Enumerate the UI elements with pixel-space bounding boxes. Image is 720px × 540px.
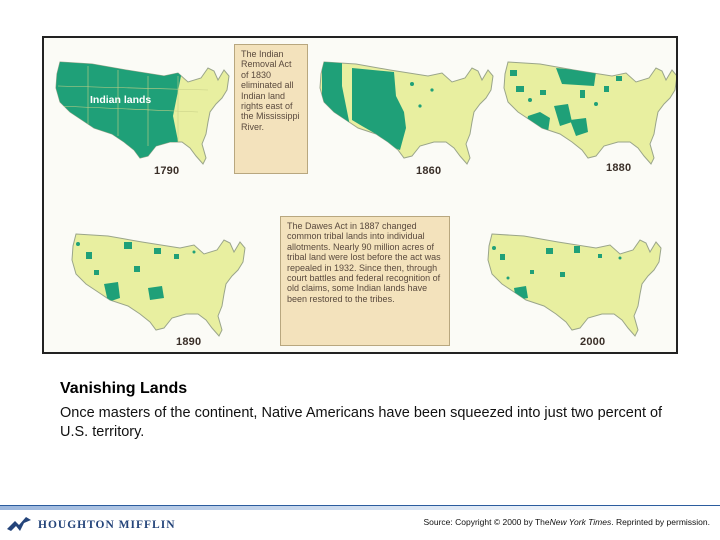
year-1890: 1890 <box>176 336 202 348</box>
caption-title: Vanishing Lands <box>60 380 188 397</box>
year-1880: 1880 <box>606 162 632 174</box>
map-1880 <box>503 61 676 165</box>
caption-body: Once masters of the continent, Native Am… <box>60 405 663 440</box>
map-2000 <box>487 233 662 337</box>
source-suffix: . Reprinted by permission. <box>611 517 710 527</box>
maps-graphic <box>55 61 676 337</box>
year-1790: 1790 <box>154 165 180 177</box>
callout-dawes-act: The Dawes Act in 1887 changed common tri… <box>280 216 450 346</box>
year-1860: 1860 <box>416 165 442 177</box>
year-2000: 2000 <box>580 336 606 348</box>
maps-figure: Indian lands 1790 1860 1880 1890 2000 Th… <box>42 36 678 354</box>
publisher-name: HOUGHTON MIFFLIN <box>38 519 176 531</box>
source-prefix: Source: Copyright © 2000 by The <box>423 517 550 527</box>
indian-lands-label: Indian lands <box>90 94 152 106</box>
map-1860 <box>319 61 494 165</box>
source-credit: Source: Copyright © 2000 by TheNew York … <box>423 517 710 527</box>
source-publication: New York Times <box>549 517 612 527</box>
footer: HOUGHTON MIFFLIN Source: Copyright © 200… <box>0 505 720 540</box>
bird-icon <box>7 517 31 531</box>
map-1890 <box>71 233 246 337</box>
callout-removal-act: The Indian Removal Act of 1830 eliminate… <box>234 44 308 174</box>
footer-band <box>0 506 720 510</box>
map-1790 <box>55 61 230 165</box>
